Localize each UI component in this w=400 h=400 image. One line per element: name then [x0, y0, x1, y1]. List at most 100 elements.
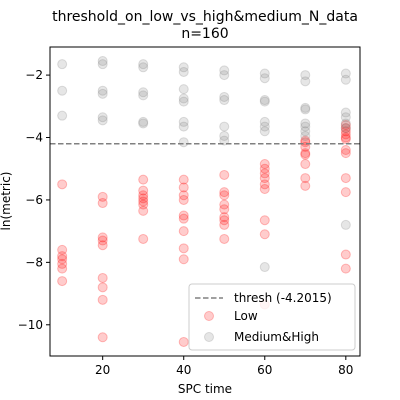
x-axis-label: SPC time: [178, 382, 232, 396]
data-point: [178, 174, 189, 185]
data-point: [259, 163, 270, 174]
data-point: [300, 141, 311, 152]
data-point: [178, 62, 189, 73]
data-point: [138, 233, 149, 244]
data-point: [97, 85, 108, 96]
data-point: [97, 235, 108, 246]
data-point: [219, 65, 230, 76]
x-tick-label: 60: [257, 363, 272, 377]
data-point: [259, 95, 270, 106]
data-point: [138, 87, 149, 98]
data-point: [57, 251, 68, 262]
data-point: [138, 199, 149, 210]
data-point: [340, 68, 351, 79]
data-point: [178, 213, 189, 224]
data-point: [219, 199, 230, 210]
data-point: [259, 229, 270, 240]
data-point: [219, 204, 230, 215]
data-point: [178, 93, 189, 104]
data-point: [97, 282, 108, 293]
data-point: [340, 148, 351, 159]
data-point: [340, 132, 351, 143]
data-point: [178, 226, 189, 237]
data-point: [219, 95, 230, 106]
legend-box: [188, 283, 356, 351]
data-point: [340, 74, 351, 85]
data-point: [178, 336, 189, 347]
data-point: [300, 104, 311, 115]
data-point: [138, 174, 149, 185]
data-point: [259, 73, 270, 84]
data-point: [340, 173, 351, 184]
data-point: [138, 193, 149, 204]
x-tick-label: 40: [176, 363, 191, 377]
data-point: [300, 118, 311, 129]
data-point: [97, 240, 108, 251]
data-point: [340, 263, 351, 274]
data-point: [340, 118, 351, 129]
data-point: [138, 205, 149, 216]
data-point: [97, 294, 108, 305]
data-point: [178, 243, 189, 254]
data-point: [300, 126, 311, 137]
data-point: [138, 59, 149, 70]
data-point: [259, 262, 270, 273]
data-point: [340, 123, 351, 134]
data-point: [178, 194, 189, 205]
data-point: [97, 272, 108, 283]
data-point: [57, 85, 68, 96]
data-point: [300, 70, 311, 81]
data-point: [138, 116, 149, 127]
data-point: [178, 121, 189, 132]
legend-threshold-label: thresh (-4.2015): [234, 291, 332, 305]
y-tick-label: −4: [25, 131, 43, 145]
data-point: [259, 173, 270, 184]
data-point: [259, 179, 270, 190]
data-point: [259, 116, 270, 127]
y-tick-label: −10: [18, 318, 43, 332]
data-point: [340, 112, 351, 123]
data-point: [138, 118, 149, 129]
data-point: [219, 70, 230, 81]
data-point: [138, 185, 149, 196]
data-point: [138, 196, 149, 207]
data-point: [300, 102, 311, 113]
data-point: [97, 198, 108, 209]
legend-medium-high-swatch: [204, 332, 214, 342]
data-point: [57, 258, 68, 269]
data-point: [219, 212, 230, 223]
series-low: [57, 120, 351, 347]
data-point: [340, 123, 351, 134]
data-point: [259, 168, 270, 179]
data-point: [97, 56, 108, 67]
data-point: [259, 68, 270, 79]
data-point: [300, 180, 311, 191]
data-point: [219, 91, 230, 102]
data-point: [57, 59, 68, 70]
data-point: [219, 135, 230, 146]
data-point: [300, 76, 311, 87]
data-point: [97, 115, 108, 126]
data-point: [340, 187, 351, 198]
data-point: [138, 90, 149, 101]
plot-marks: [57, 56, 351, 347]
chart-subtitle: n=160: [181, 26, 228, 42]
x-tick-label: 20: [95, 363, 110, 377]
data-point: [57, 263, 68, 274]
data-point: [259, 159, 270, 170]
data-point: [97, 232, 108, 243]
x-tick-label: 80: [338, 363, 353, 377]
data-point: [340, 145, 351, 155]
data-point: [178, 254, 189, 265]
data-point: [300, 149, 311, 160]
data-point: [97, 59, 108, 70]
data-point: [178, 182, 189, 193]
data-point: [300, 121, 311, 132]
legend-low-label: Low: [234, 309, 258, 323]
data-point: [219, 169, 230, 180]
data-point: [259, 96, 270, 107]
data-point: [219, 121, 230, 132]
data-point: [178, 210, 189, 221]
data-point: [57, 276, 68, 287]
